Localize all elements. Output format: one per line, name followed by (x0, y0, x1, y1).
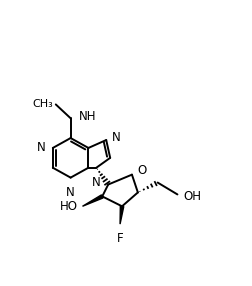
Text: HO: HO (59, 200, 78, 213)
Text: F: F (117, 232, 123, 245)
Polygon shape (82, 195, 103, 206)
Text: N: N (112, 131, 121, 144)
Text: N: N (37, 142, 46, 154)
Polygon shape (120, 206, 124, 224)
Text: NH: NH (79, 110, 96, 123)
Text: N: N (66, 186, 75, 198)
Text: N: N (92, 176, 101, 189)
Text: CH₃: CH₃ (32, 100, 53, 110)
Text: OH: OH (183, 190, 201, 203)
Text: O: O (137, 164, 146, 177)
